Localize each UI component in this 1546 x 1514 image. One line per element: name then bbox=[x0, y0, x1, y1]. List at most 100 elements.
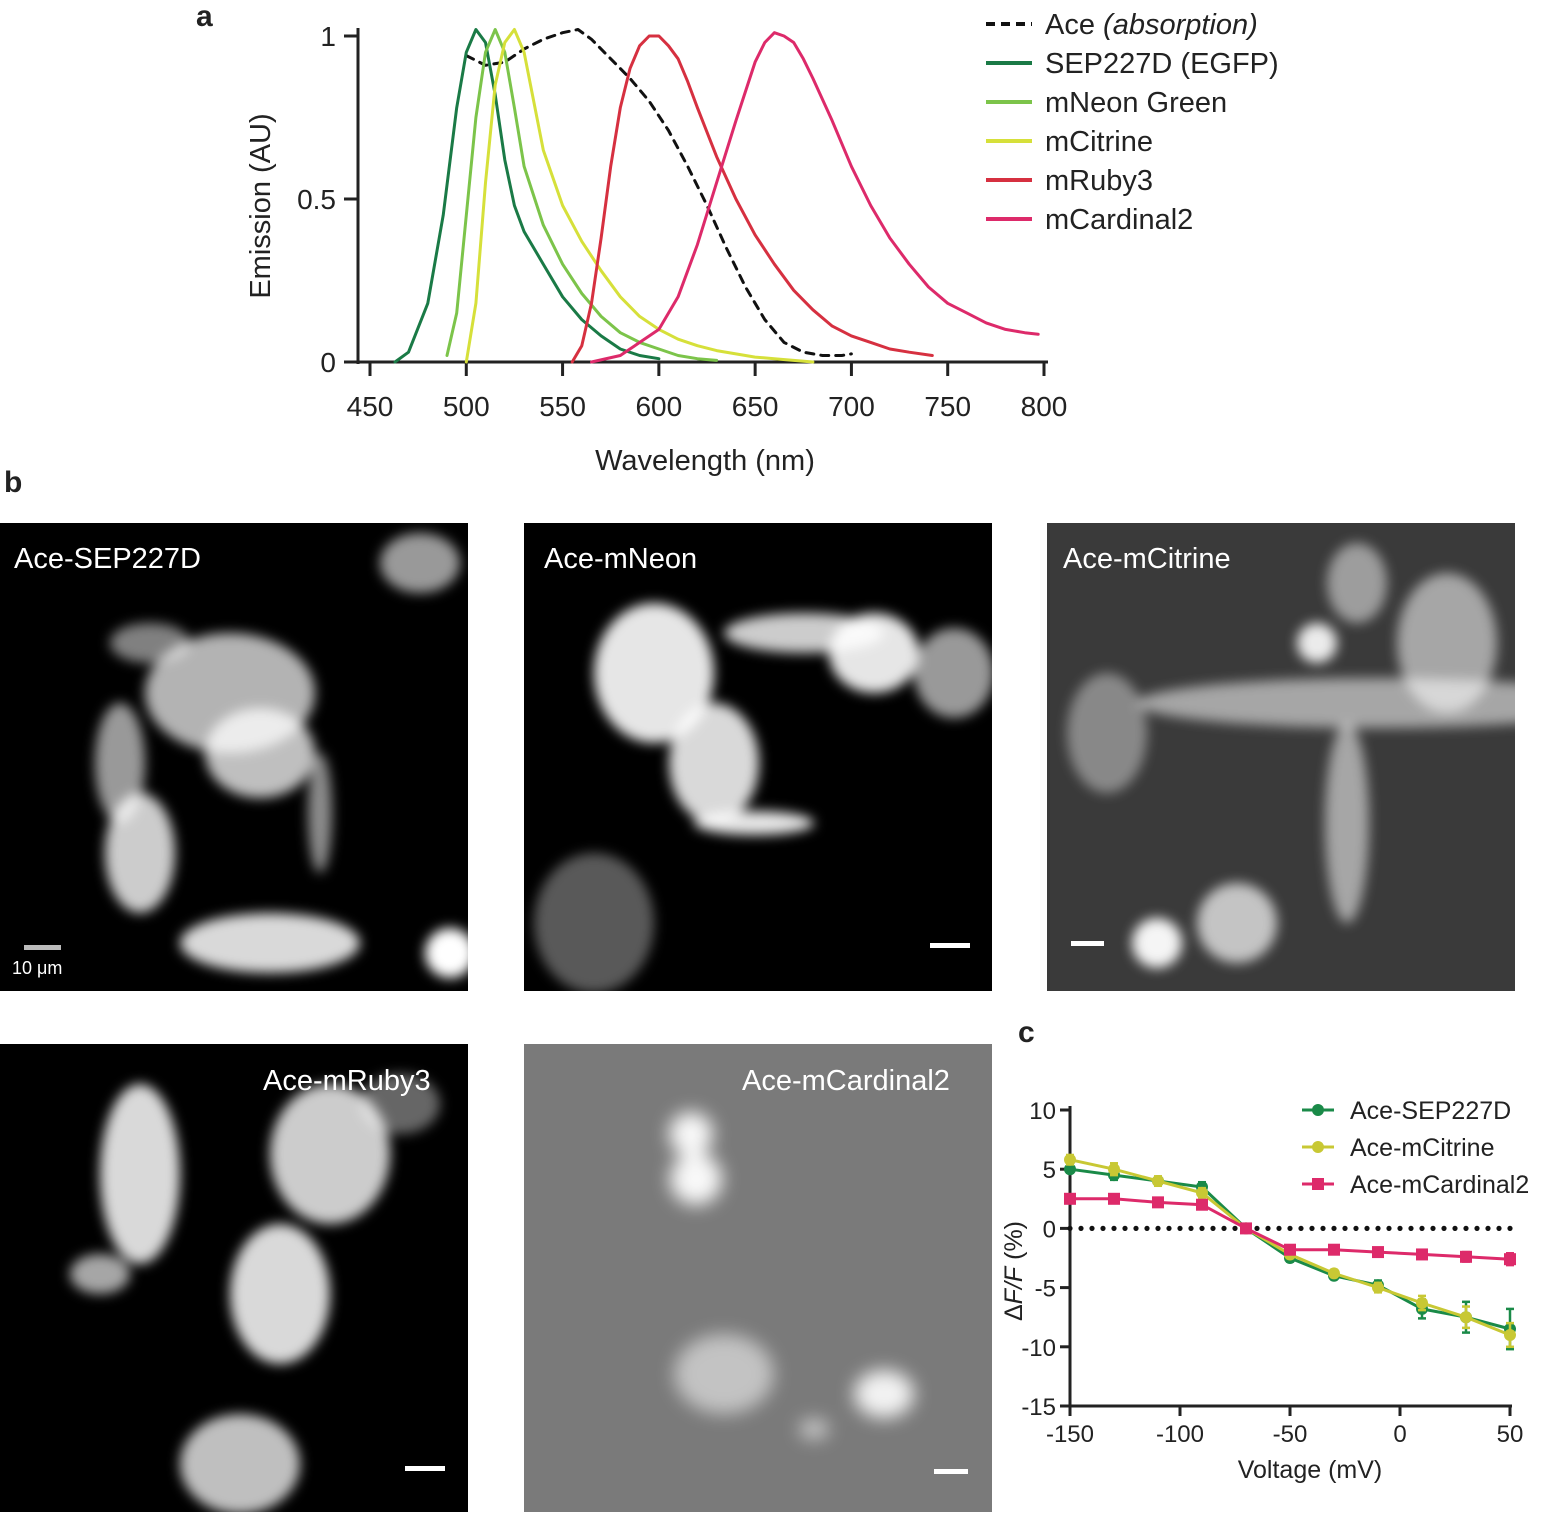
chart-c-series bbox=[1064, 1153, 1516, 1351]
x-tick-label: 600 bbox=[635, 391, 682, 422]
data-marker bbox=[1064, 1153, 1076, 1166]
zero-line-dot bbox=[1463, 1225, 1469, 1231]
cell bbox=[230, 1224, 330, 1364]
legend-marker bbox=[1312, 1104, 1324, 1116]
chart-c-legend: Ace-SEP227D Ace-mCitrine Ace-mCardinal2 bbox=[1302, 1097, 1529, 1199]
data-marker bbox=[1328, 1267, 1340, 1280]
zero-line-dot bbox=[1276, 1225, 1282, 1231]
micrograph-label: Ace-mNeon bbox=[544, 543, 698, 575]
x-tick-label: 50 bbox=[1497, 1421, 1524, 1448]
y-tick-label: -10 bbox=[1021, 1335, 1056, 1362]
data-marker bbox=[1504, 1253, 1516, 1266]
legend-label: Ace-mCardinal2 bbox=[1350, 1171, 1529, 1199]
series-line bbox=[590, 31, 1040, 364]
micrograph-image bbox=[0, 1044, 468, 1512]
data-marker bbox=[1372, 1281, 1384, 1294]
y-tick-label: 0.5 bbox=[297, 184, 336, 215]
micrograph-image bbox=[524, 523, 992, 991]
scale-bar-label: 10 μm bbox=[12, 958, 63, 978]
zero-line-dot bbox=[1364, 1225, 1370, 1231]
y-tick-label: 10 bbox=[1029, 1098, 1056, 1125]
data-marker bbox=[1416, 1296, 1428, 1309]
series-line bbox=[570, 34, 934, 364]
legend-label: mCitrine bbox=[1045, 126, 1153, 158]
x-tick-label: -100 bbox=[1156, 1421, 1204, 1448]
micrograph-ace-mcardinal2 bbox=[524, 1044, 992, 1512]
legend-marker bbox=[1312, 1178, 1324, 1190]
zero-line-dot bbox=[1100, 1225, 1106, 1231]
zero-line-dot bbox=[1375, 1225, 1381, 1231]
y-tick-label: 0 bbox=[1043, 1216, 1056, 1243]
data-marker bbox=[1460, 1250, 1472, 1263]
cell bbox=[854, 1370, 914, 1418]
cell bbox=[1197, 883, 1277, 963]
cell bbox=[308, 753, 332, 873]
micrograph-label: Ace-mCardinal2 bbox=[742, 1065, 950, 1097]
micrograph-label: Ace-mCitrine bbox=[1063, 543, 1231, 575]
data-marker bbox=[1152, 1196, 1164, 1209]
panel-letter-c: c bbox=[1018, 1016, 1035, 1049]
chart-a-lines bbox=[393, 28, 1040, 364]
zero-line-dot bbox=[1452, 1225, 1458, 1231]
cell bbox=[1297, 623, 1337, 663]
legend-marker bbox=[1312, 1141, 1324, 1153]
data-marker bbox=[1196, 1198, 1208, 1211]
cell-group bbox=[1067, 543, 1515, 968]
data-marker bbox=[1108, 1192, 1120, 1205]
zero-line-dot bbox=[1265, 1225, 1271, 1231]
cell bbox=[799, 1419, 829, 1439]
cell bbox=[674, 1334, 774, 1414]
y-tick-label: -15 bbox=[1021, 1394, 1056, 1421]
data-marker bbox=[1064, 1163, 1076, 1176]
zero-line-dot bbox=[1507, 1225, 1513, 1231]
zero-line-dot bbox=[1353, 1225, 1359, 1231]
cell bbox=[270, 1084, 390, 1224]
cell bbox=[1067, 673, 1147, 793]
zero-line-dot bbox=[1188, 1225, 1194, 1231]
zero-line-dot bbox=[1254, 1225, 1260, 1231]
zero-line-dot bbox=[1155, 1225, 1161, 1231]
zero-line-dot bbox=[1386, 1225, 1392, 1231]
x-tick-label: 800 bbox=[1021, 391, 1068, 422]
y-tick-label: 0 bbox=[320, 347, 336, 378]
cell bbox=[100, 1084, 180, 1264]
cell bbox=[669, 1112, 713, 1156]
zero-line-dot bbox=[1089, 1225, 1095, 1231]
zero-line-dot bbox=[1122, 1225, 1128, 1231]
legend-label: mNeon Green bbox=[1045, 87, 1227, 119]
chart-a-legend: Ace (absorption) SEP227D (EGFP) mNeon Gree… bbox=[986, 9, 1279, 236]
cell bbox=[694, 811, 814, 835]
panel-letter-a: a bbox=[196, 0, 213, 33]
scale-bar bbox=[1071, 941, 1104, 946]
cell-group bbox=[95, 533, 468, 978]
micrograph-ace-mneon bbox=[524, 523, 992, 991]
x-tick-label: 550 bbox=[539, 391, 586, 422]
data-marker bbox=[1284, 1243, 1296, 1256]
cell bbox=[95, 703, 145, 823]
zero-line-dot bbox=[1111, 1225, 1117, 1231]
chart-a-x-axis-label: Wavelength (nm) bbox=[595, 445, 815, 477]
legend-label: SEP227D (EGFP) bbox=[1045, 48, 1279, 80]
data-marker bbox=[1504, 1328, 1516, 1341]
cell bbox=[670, 1153, 722, 1205]
micrograph-image bbox=[0, 523, 468, 991]
zero-line-dot bbox=[1210, 1225, 1216, 1231]
zero-line-dot bbox=[1166, 1225, 1172, 1231]
zero-line-dot bbox=[1496, 1225, 1502, 1231]
zero-line-dot bbox=[1474, 1225, 1480, 1231]
cell bbox=[1325, 723, 1369, 923]
x-tick-label: 650 bbox=[732, 391, 779, 422]
cell bbox=[110, 623, 190, 663]
zero-line-dot bbox=[1309, 1225, 1315, 1231]
micrograph-image bbox=[524, 1044, 992, 1512]
zero-line-dot bbox=[1298, 1225, 1304, 1231]
zero-line-dot bbox=[1287, 1225, 1293, 1231]
chart-a-axes: 450 500 550 600 650 700 750 800 0 0.5 1 bbox=[297, 21, 1067, 422]
cell bbox=[425, 928, 468, 978]
micrograph-image bbox=[1047, 523, 1515, 991]
zero-line-dot bbox=[1485, 1225, 1491, 1231]
zero-line-dot bbox=[1078, 1225, 1084, 1231]
micrograph-background bbox=[524, 1044, 992, 1512]
legend-label: Ace-SEP227D bbox=[1350, 1097, 1511, 1125]
